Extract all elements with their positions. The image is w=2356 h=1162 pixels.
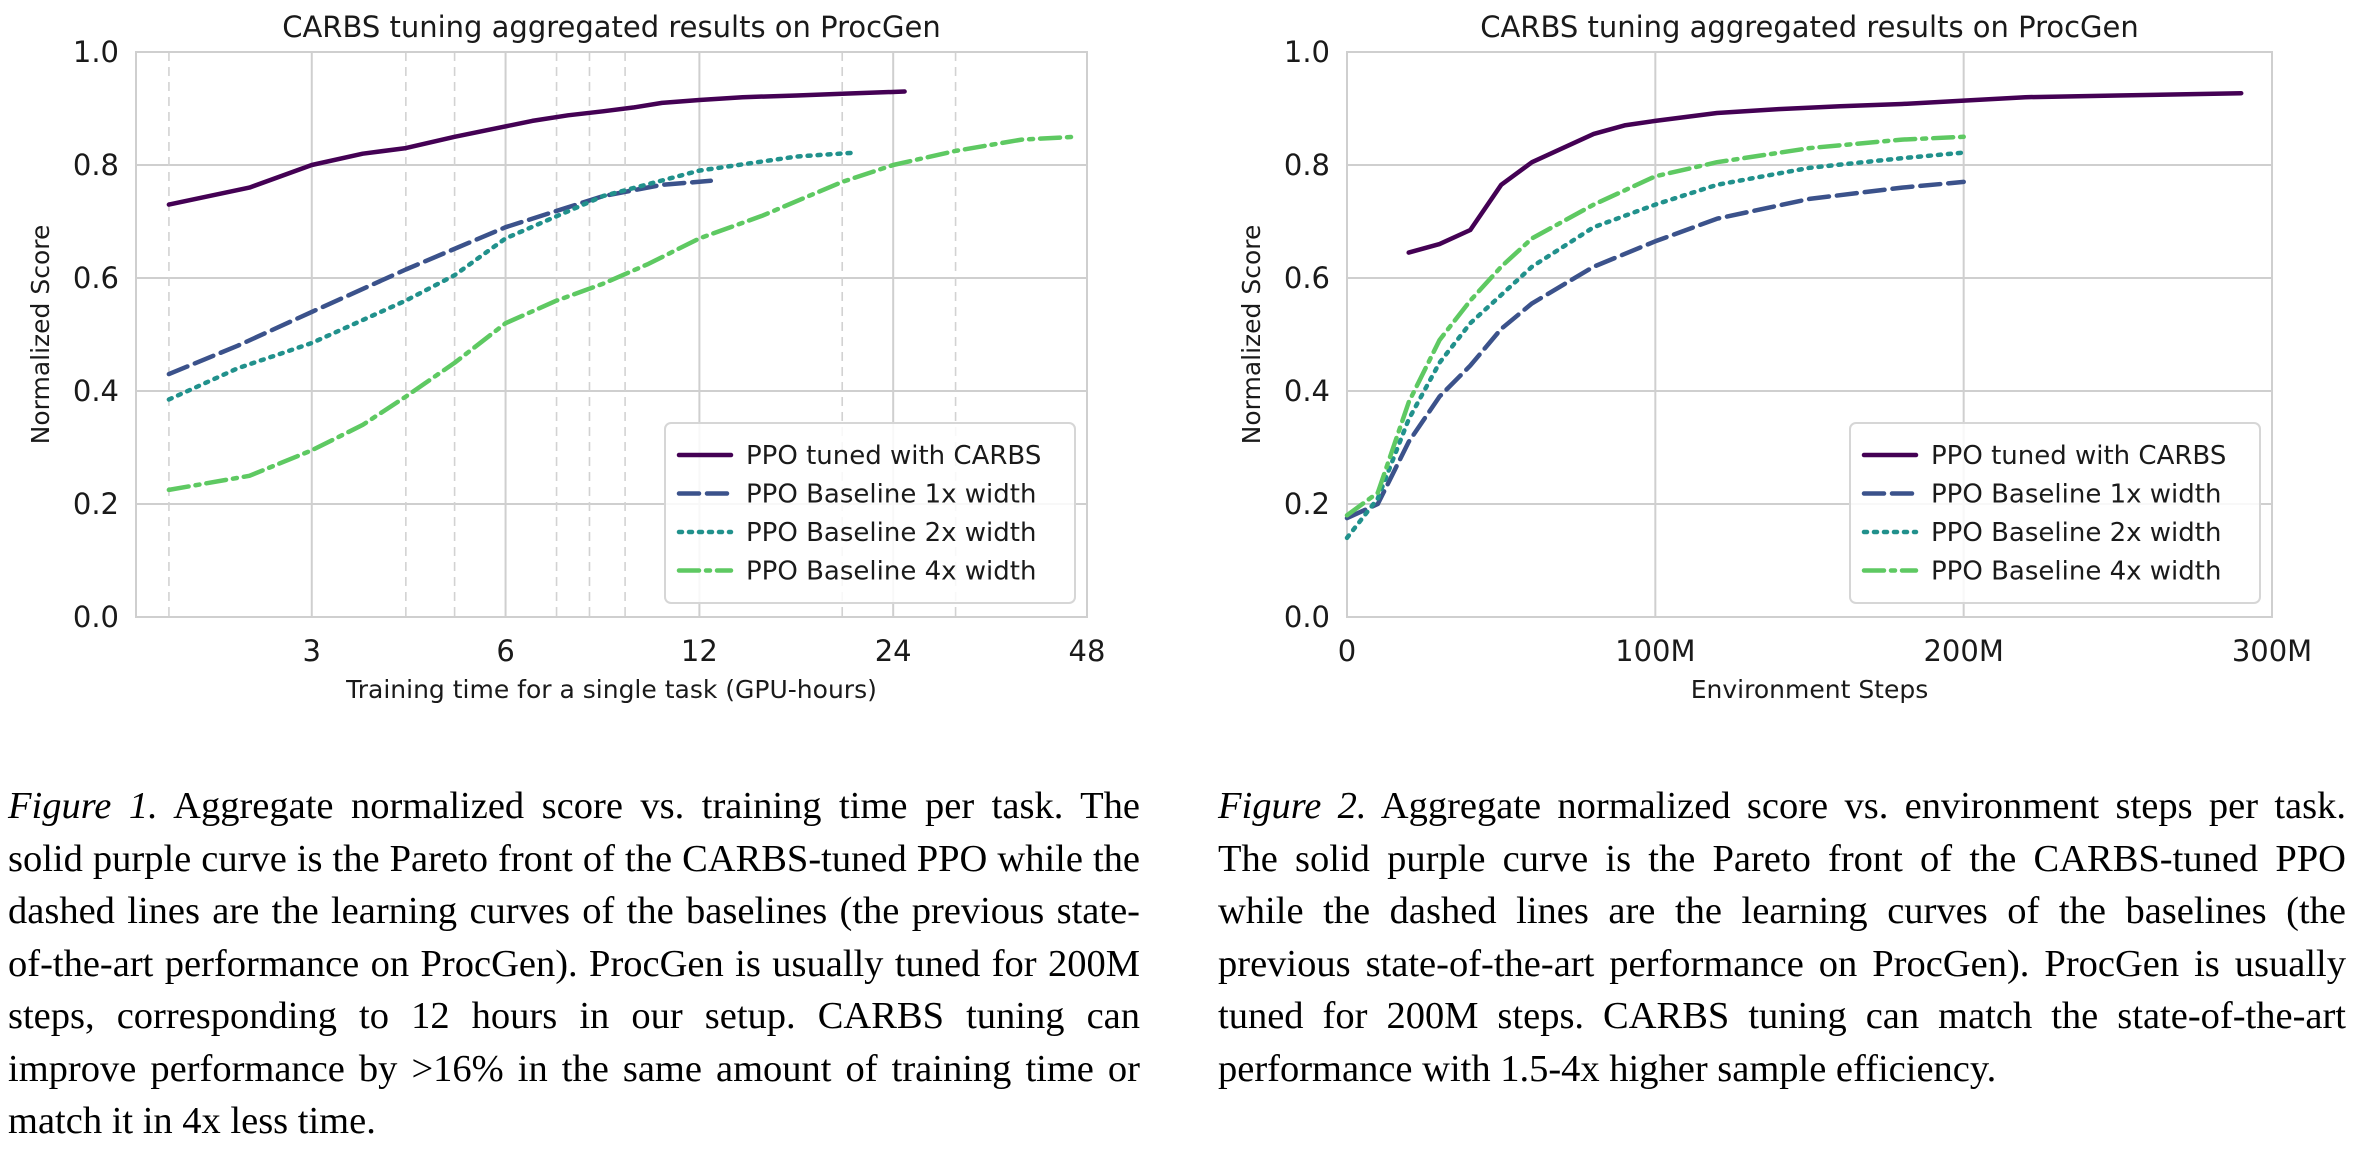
x-tick-label: 200M (1923, 634, 2003, 668)
y-tick-label: 0.0 (1284, 600, 1330, 634)
figure-1-label: Figure 1. (8, 785, 158, 827)
series-line-3 (166, 150, 859, 402)
x-tick-label: 3 (303, 634, 321, 668)
y-tick-label: 0.6 (1284, 261, 1330, 295)
y-tick-label: 1.0 (73, 35, 119, 69)
series-line-2 (166, 178, 714, 377)
figure-1-caption-text: Aggregate normalized score vs. training … (8, 785, 1140, 1142)
y-axis-label: Normalized Score (1237, 225, 1266, 445)
y-tick-label: 0.4 (1284, 374, 1330, 408)
chart-title: CARBS tuning aggregated results on ProcG… (282, 10, 941, 44)
y-tick-label: 0.0 (73, 600, 119, 634)
x-tick-label: 300M (2232, 634, 2312, 668)
series-line-4 (1344, 134, 1966, 518)
legend-box (664, 422, 1076, 604)
y-tick-label: 0.2 (1284, 487, 1330, 521)
series-line-3 (1344, 150, 1966, 541)
series-line-2 (1344, 179, 1966, 521)
y-tick-label: 0.8 (1284, 148, 1330, 182)
x-tick-label: 6 (496, 634, 514, 668)
x-tick-label: 0 (1338, 634, 1356, 668)
legend-entry: PPO Baseline 4x width (746, 557, 1036, 587)
series-line-1 (166, 89, 907, 207)
legend-entry: PPO Baseline 1x width (746, 480, 1036, 510)
figure-1-caption: Figure 1. Aggregate normalized score vs.… (8, 780, 1140, 1148)
chart-1: 0.0 0.2 0.4 0.6 0.8 1.0 3 6 12 24 48 CARBS tuning a… (26, 10, 1105, 704)
x-tick-label: 48 (1069, 634, 1106, 668)
legend-entry: PPO Baseline 2x width (746, 518, 1036, 548)
legend-entry: PPO Baseline 1x width (1931, 480, 2221, 510)
x-axis-label: Training time for a single task (GPU-hou… (345, 675, 877, 704)
figures-area: 0.0 0.2 0.4 0.6 0.8 1.0 3 6 12 24 48 CARBS tuning a… (26, 10, 2312, 704)
legend-entry: PPO tuned with CARBS (1931, 441, 2226, 471)
plot-frame (1346, 51, 2273, 618)
legend-entry: PPO Baseline 2x width (1931, 518, 2221, 548)
x-axis-label: Environment Steps (1691, 675, 1929, 704)
y-tick-label: 1.0 (1284, 35, 1330, 69)
chart-title: CARBS tuning aggregated results on ProcG… (1480, 10, 2139, 44)
figure-2-caption: Figure 2. Aggregate normalized score vs.… (1218, 780, 2346, 1095)
y-tick-label: 0.8 (73, 148, 119, 182)
plot-frame (135, 51, 1088, 618)
figure-2-label: Figure 2. (1218, 785, 1367, 827)
chart-2: 0.0 0.2 0.4 0.6 0.8 1.0 0 100M 200M 300M CARBS tun… (1237, 10, 2312, 704)
figure-2-caption-text: Aggregate normalized score vs. environme… (1218, 785, 2346, 1090)
legend-box (1849, 422, 2261, 604)
x-tick-label: 24 (875, 634, 912, 668)
legend-entry: PPO Baseline 4x width (1931, 557, 2221, 587)
y-tick-label: 0.2 (73, 487, 119, 521)
legend-entry: PPO tuned with CARBS (746, 441, 1041, 471)
y-tick-label: 0.6 (73, 261, 119, 295)
y-axis-label: Normalized Score (26, 225, 55, 445)
x-tick-label: 12 (681, 634, 718, 668)
series-line-4 (166, 134, 1078, 493)
series-line-1 (1406, 90, 2244, 255)
x-tick-label: 100M (1615, 634, 1695, 668)
y-tick-label: 0.4 (73, 374, 119, 408)
